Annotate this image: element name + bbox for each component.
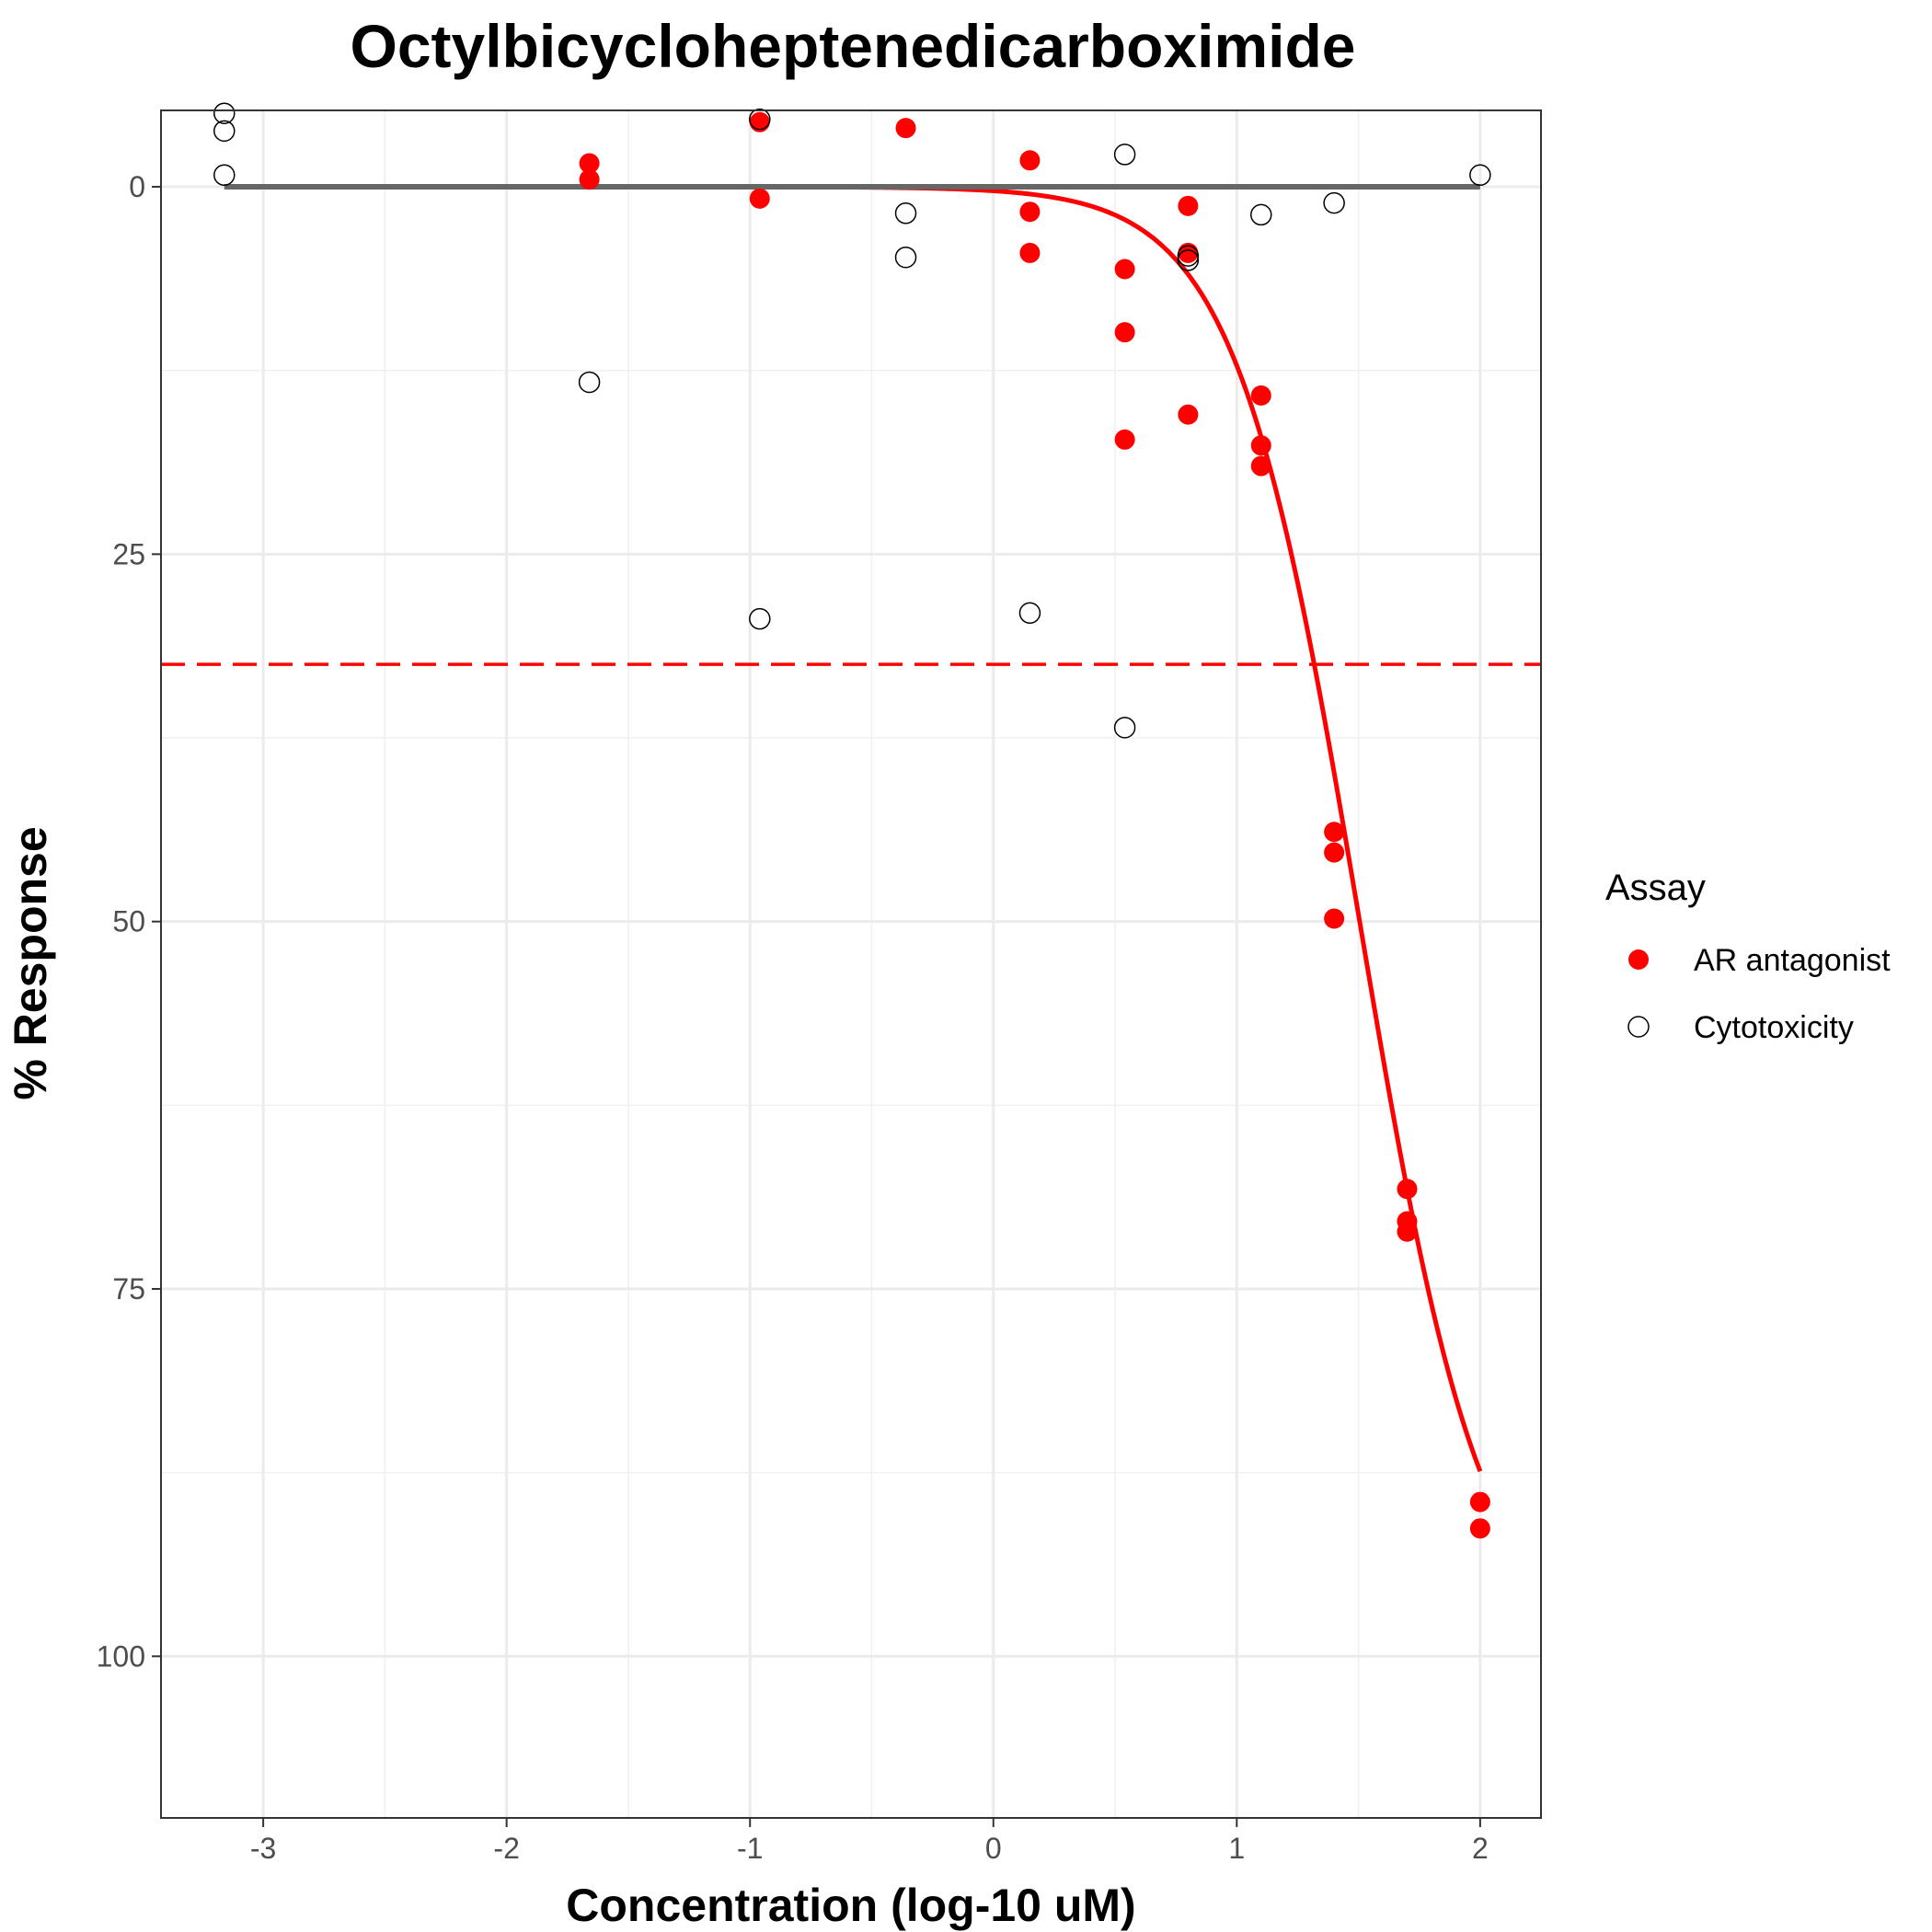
- x-tick-label: -1: [737, 1832, 763, 1865]
- cytotoxicity-point: [1323, 191, 1345, 214]
- x-tick-label: 1: [1228, 1832, 1245, 1865]
- axis-ticks: -3 -2 -1 0 1 2 0 25 50 75 100: [97, 170, 1489, 1865]
- cytotoxicity-point: [213, 102, 236, 124]
- y-tick-label: 25: [112, 537, 145, 570]
- ar-antagonist-point: [1178, 195, 1199, 216]
- x-tick-label: -3: [250, 1832, 276, 1865]
- ar-antagonist-point: [1114, 429, 1135, 450]
- ar-antagonist-point: [749, 188, 770, 209]
- cytotoxicity-point: [1177, 245, 1200, 267]
- ar-antagonist-point: [1114, 259, 1135, 280]
- ar-antagonist-point: [1469, 1491, 1490, 1512]
- plot-border: [160, 109, 1542, 1819]
- cytotoxicity-point: [1113, 717, 1136, 739]
- x-tick-label: -2: [493, 1832, 519, 1865]
- plot-background: [161, 110, 1541, 1818]
- grid: [161, 110, 1541, 1818]
- legend: Assay AR antagonist Cytotoxicity: [1605, 868, 1891, 1045]
- ar-antagonist-point: [1469, 1518, 1490, 1539]
- cytotoxicity-point: [1113, 144, 1136, 166]
- y-tick-label: 100: [97, 1639, 145, 1673]
- ar-antagonist-point: [1250, 435, 1271, 456]
- cytotoxicity-point: [894, 246, 917, 269]
- legend-label-cytotoxicity: Cytotoxicity: [1694, 1010, 1854, 1045]
- x-tick-label: 0: [985, 1832, 1002, 1865]
- legend-title: Assay: [1605, 868, 1706, 908]
- ar-antagonist-point: [1178, 404, 1199, 425]
- x-tick-label: 2: [1472, 1832, 1489, 1865]
- ar-antagonist-point: [1250, 385, 1271, 406]
- cytotoxicity-point: [894, 202, 917, 224]
- cytotoxicity-point: [1177, 249, 1200, 271]
- y-tick-label: 50: [112, 905, 145, 938]
- x-axis-title: Concentration (log-10 uM): [566, 1880, 1135, 1931]
- ar-antagonist-point: [1019, 201, 1041, 223]
- ar-antagonist-point: [1114, 322, 1135, 343]
- ar-antagonist-point: [1019, 150, 1041, 171]
- cytotoxicity-point: [1250, 203, 1272, 226]
- cytotoxicity-point: [749, 108, 771, 131]
- ar-antagonist-point: [895, 118, 916, 139]
- chart-title: Octylbicycloheptenedicarboximide: [351, 12, 1356, 80]
- ar-antagonist-point: [1324, 842, 1345, 863]
- ar-antagonist-point: [579, 153, 600, 174]
- cytotoxicity-point: [213, 164, 236, 187]
- fit-curves: [224, 184, 1483, 1473]
- cytotoxicity-point: [578, 371, 601, 394]
- legend-label-ar-antagonist: AR antagonist: [1694, 943, 1891, 978]
- cytotoxicity-point: [749, 607, 771, 630]
- data-points: [213, 102, 1491, 1539]
- cytotoxicity-point: [1018, 602, 1041, 625]
- legend-key-ar-antagonist: [1628, 949, 1649, 970]
- ar-antagonist-point: [579, 169, 600, 190]
- y-tick-label: 75: [112, 1272, 145, 1305]
- ar-antagonist-point: [1019, 242, 1041, 263]
- ar-antagonist-point: [1397, 1221, 1418, 1242]
- cytotoxicity-point: [1469, 164, 1491, 187]
- y-tick-label: 0: [129, 170, 145, 203]
- y-axis-title: % Response: [5, 826, 56, 1099]
- ar-antagonist-point: [1324, 908, 1345, 929]
- ar-antagonist-point: [1324, 822, 1345, 843]
- legend-key-cytotoxicity: [1627, 1016, 1650, 1038]
- ar-antagonist-point: [1397, 1179, 1418, 1200]
- cytotoxicity-point: [213, 120, 236, 143]
- ar-antagonist-point: [1250, 455, 1271, 477]
